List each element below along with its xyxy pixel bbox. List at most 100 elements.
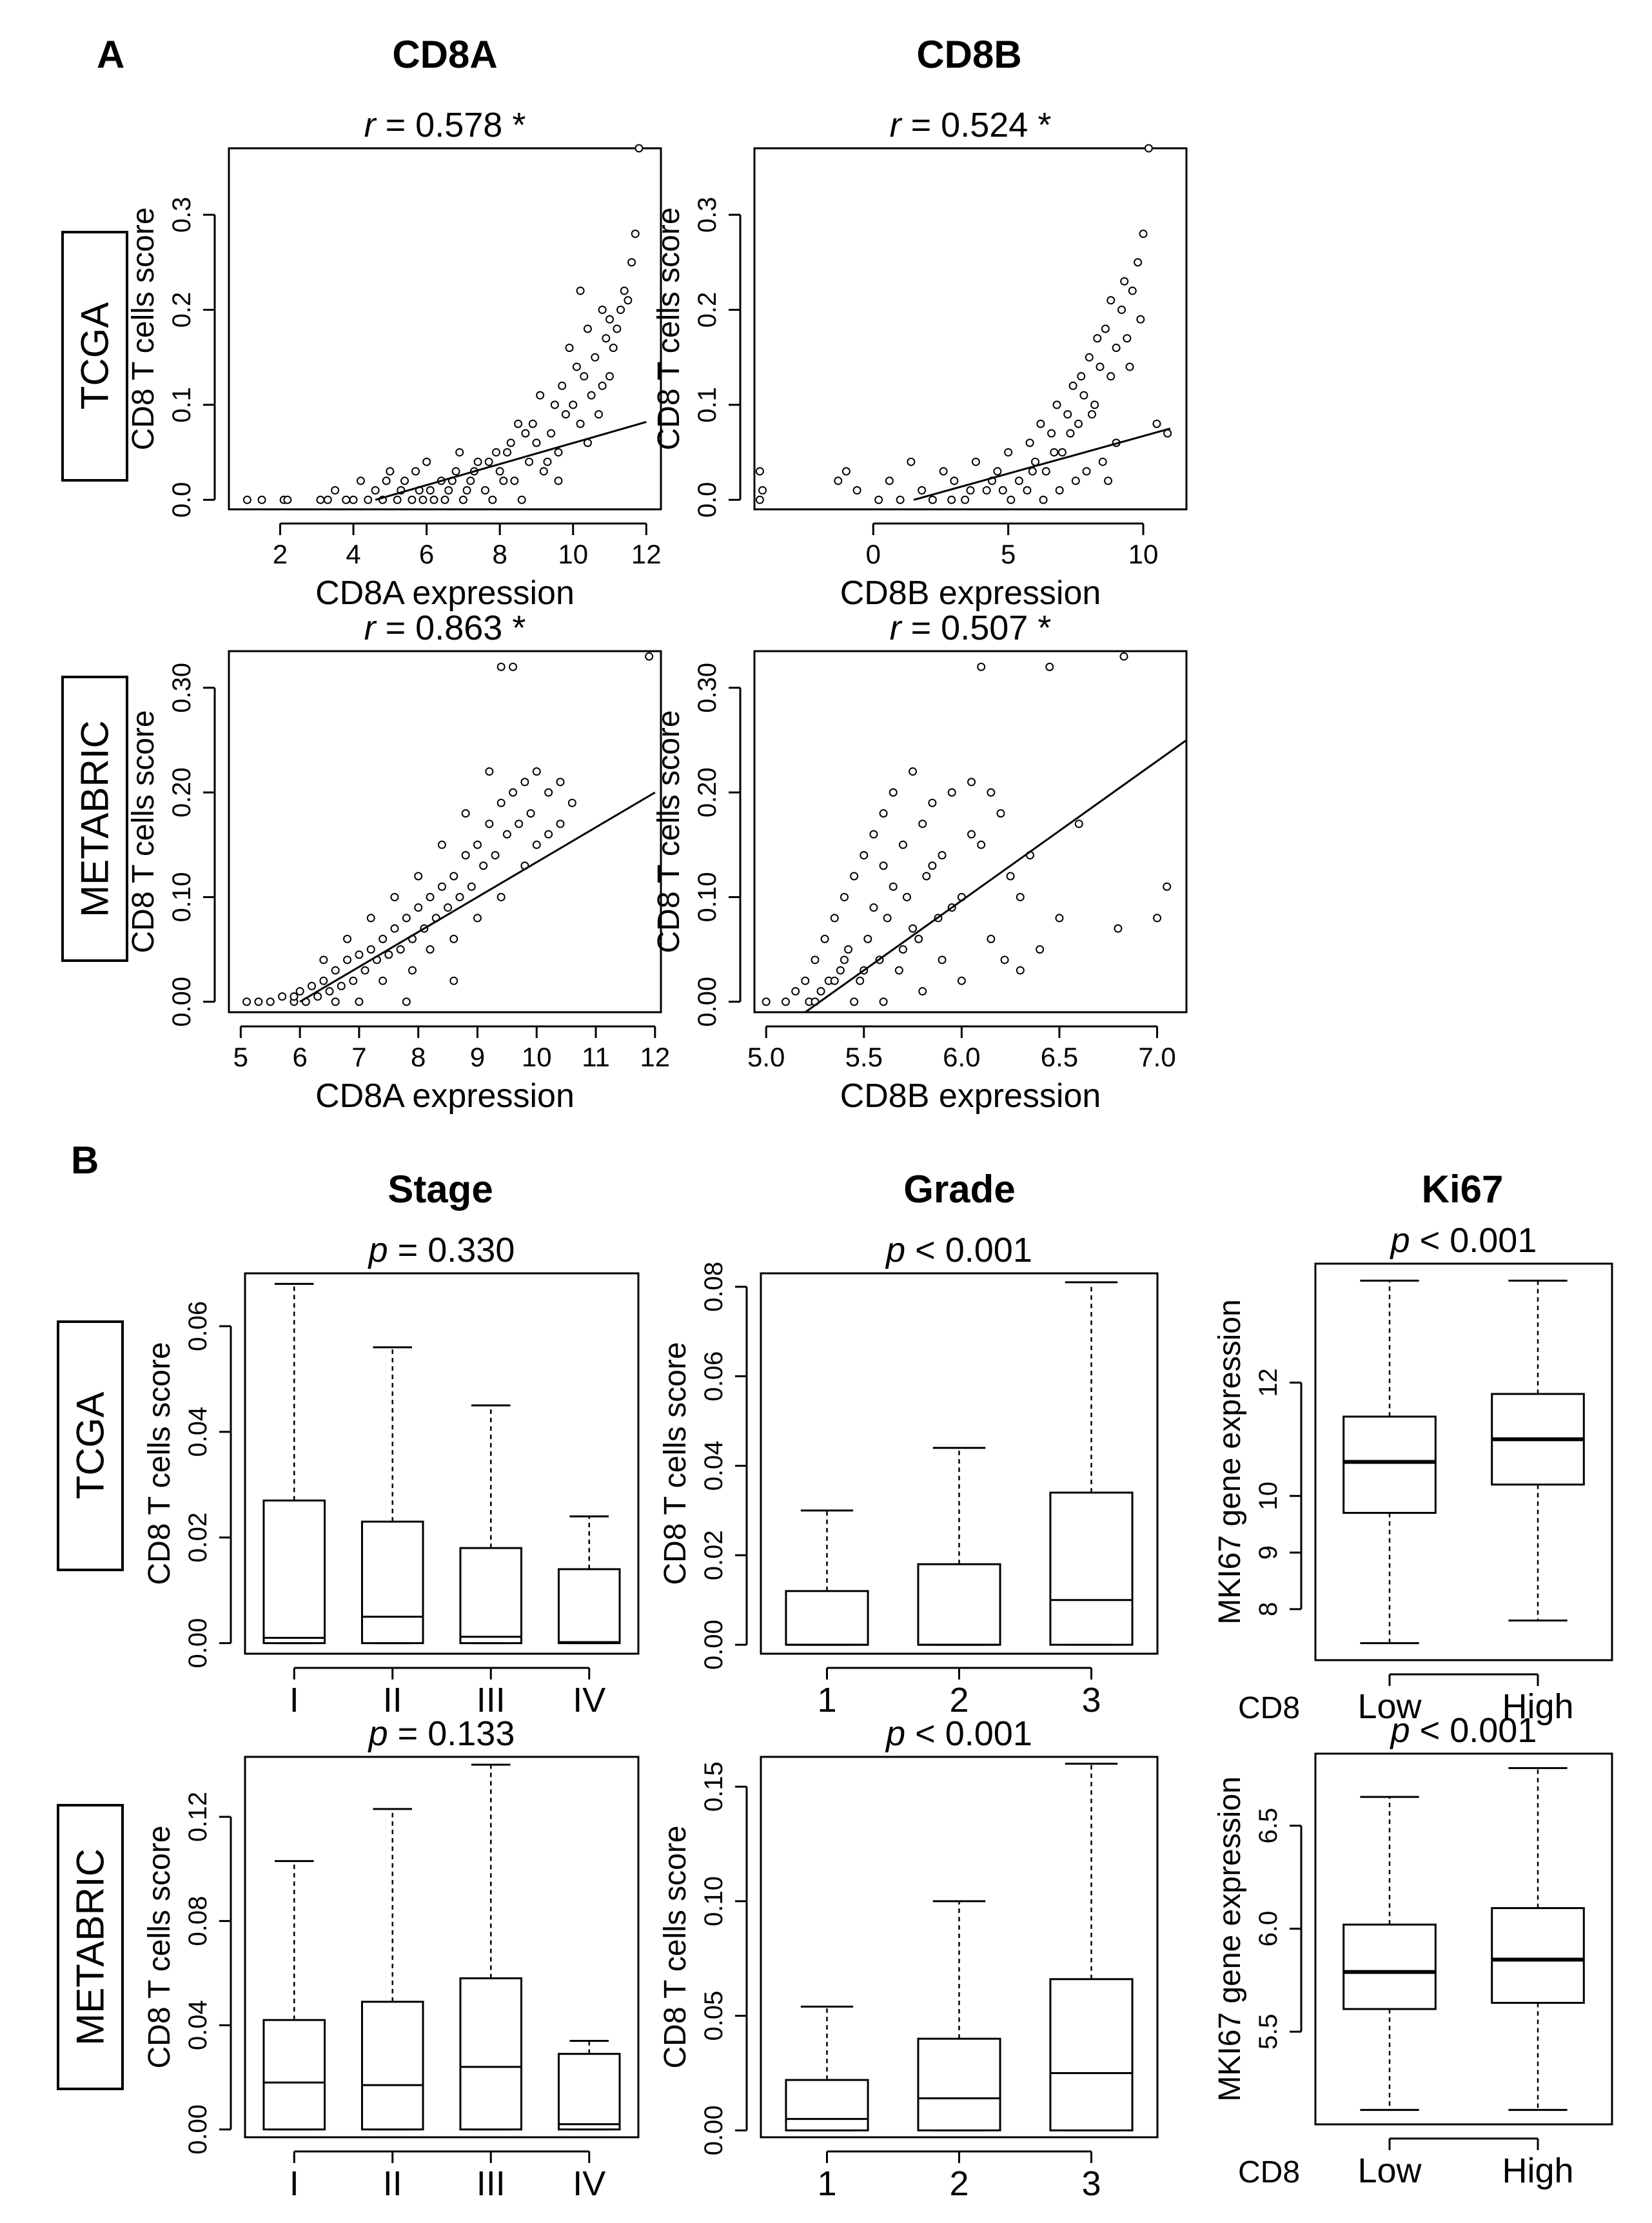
y-tick-label: 0.06	[700, 1351, 728, 1402]
data-point	[437, 840, 446, 849]
data-point	[455, 448, 464, 457]
data-point	[473, 457, 482, 466]
data-point	[1055, 486, 1064, 495]
x-tick-label: 10	[522, 1042, 552, 1072]
data-point	[349, 976, 358, 985]
box-iqr	[1049, 1978, 1134, 2131]
data-point	[485, 819, 494, 828]
data-point	[499, 476, 508, 485]
data-point	[528, 419, 537, 428]
data-point	[331, 486, 340, 495]
data-point	[898, 945, 907, 954]
x-tick-label: 6	[292, 1042, 307, 1072]
data-point	[938, 851, 947, 860]
data-point	[479, 861, 488, 870]
data-point	[325, 987, 334, 996]
stat-label: r = 0.524 *	[890, 106, 1052, 144]
x-tick-label: II	[383, 1681, 402, 1719]
data-point	[556, 819, 565, 828]
y-tick-label: 0.12	[184, 1792, 212, 1842]
scatter-points	[755, 144, 1172, 504]
stat-label: r = 0.578 *	[364, 106, 526, 144]
data-point	[355, 997, 364, 1006]
y-tick-label: 0.08	[700, 1262, 728, 1312]
data-point	[411, 467, 420, 476]
data-point	[514, 419, 523, 428]
data-point	[902, 892, 911, 901]
chart-b_tcga_grade: p < 0.001 0.00 0.02 0.04 0.06 0.08 CD8 T cells…	[658, 1231, 1159, 1719]
data-point	[840, 955, 849, 965]
box-iqr	[1342, 1415, 1437, 1514]
data-point	[502, 830, 511, 839]
y-tick-label: 0.00	[693, 977, 722, 1027]
data-point	[444, 903, 453, 912]
y-tick-label: 0.06	[184, 1301, 212, 1351]
data-point	[449, 976, 458, 985]
data-point	[634, 144, 644, 153]
data-point	[898, 840, 907, 849]
col-header-ki67: Ki67	[1422, 1168, 1504, 1211]
box-iqr	[360, 2001, 424, 2131]
data-point	[408, 966, 417, 975]
x-tick-label: 3	[1081, 1681, 1101, 1719]
data-point	[554, 448, 563, 457]
y-tick-label: 0.2	[693, 292, 722, 328]
plot-frame	[760, 1272, 1159, 1655]
scatter-points	[762, 652, 1172, 1006]
data-point	[645, 652, 654, 661]
fit-line	[299, 791, 656, 1003]
data-point	[356, 476, 365, 485]
data-point	[967, 778, 976, 787]
data-point	[295, 987, 304, 996]
data-point	[840, 892, 849, 901]
data-point	[879, 861, 888, 870]
data-point	[1006, 872, 1015, 881]
y-tick-label: 0.00	[168, 977, 196, 1027]
x-tick-label: 4	[346, 539, 360, 569]
data-point	[319, 955, 328, 965]
data-point	[841, 467, 851, 476]
data-point	[850, 997, 859, 1006]
data-point	[1007, 495, 1016, 504]
x-tick-label: 1	[817, 2164, 836, 2203]
data-point	[801, 976, 810, 985]
data-point	[616, 306, 625, 315]
data-point	[525, 457, 534, 466]
stat-label: p < 0.001	[885, 1714, 1032, 1753]
data-point	[1028, 467, 1037, 476]
data-point	[458, 495, 467, 504]
data-point	[1000, 955, 1009, 965]
data-point	[869, 830, 878, 839]
data-point	[536, 391, 545, 400]
x-tick-label: 9	[470, 1042, 485, 1072]
x-tick-label: 6	[419, 539, 434, 569]
y-tick-label: 9	[1254, 1545, 1283, 1560]
plot-frame	[244, 1756, 640, 2139]
y-axis-label: CD8 T cells score	[658, 1342, 693, 1585]
data-point	[894, 966, 903, 975]
data-point	[331, 997, 340, 1006]
data-point	[554, 476, 563, 485]
data-point	[526, 809, 535, 818]
x-tick-label: 7.0	[1138, 1042, 1175, 1072]
box-I	[262, 1282, 326, 1645]
y-tick-label: 0.3	[693, 197, 722, 233]
data-point	[896, 495, 905, 504]
data-point	[1004, 448, 1013, 457]
data-point	[1071, 476, 1080, 485]
data-point	[591, 353, 600, 362]
y-tick-label: 0.10	[168, 872, 196, 923]
data-point	[1082, 467, 1091, 476]
data-point	[782, 997, 791, 1006]
fit-line	[804, 739, 1187, 1014]
box-II	[360, 1808, 424, 2131]
x-axis-label: CD8	[1238, 2155, 1300, 2189]
data-point	[491, 448, 500, 457]
data-point	[550, 400, 559, 409]
data-point	[393, 495, 402, 504]
svg-text:METABRIC: METABRIC	[69, 1848, 112, 2046]
scatter-points	[242, 652, 654, 1006]
